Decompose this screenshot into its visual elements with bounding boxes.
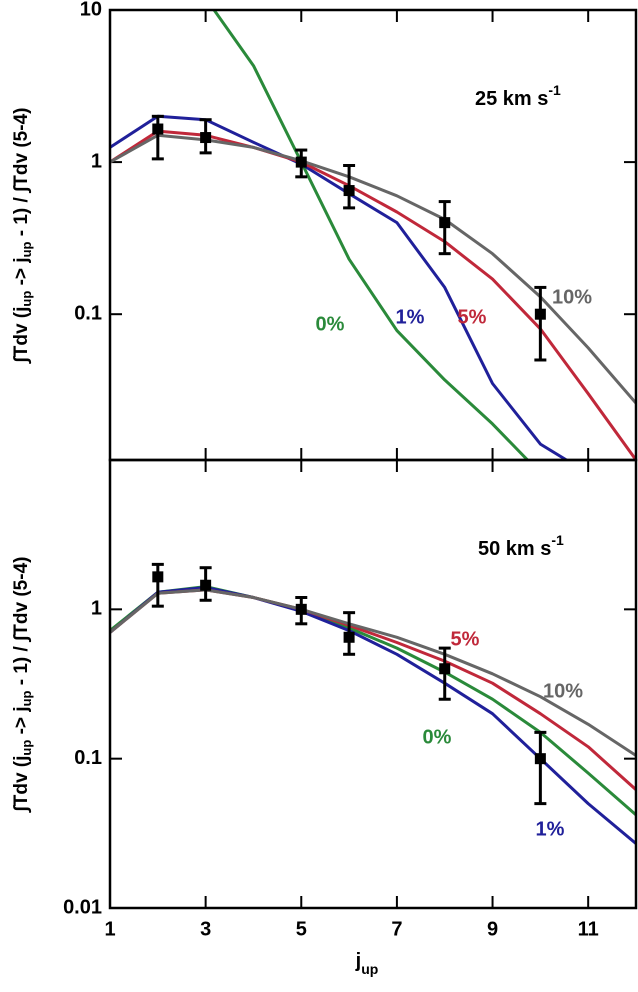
series-line — [212, 10, 530, 460]
series-label: 5% — [458, 306, 487, 328]
data-point — [534, 308, 546, 320]
y-tick-label: 1 — [91, 598, 102, 620]
y-axis-label-part: -> j — [11, 706, 32, 739]
data-point — [343, 185, 355, 197]
series-label: 0% — [316, 313, 345, 335]
annotation-sup: -1 — [548, 82, 561, 98]
data-point — [439, 663, 451, 675]
y-tick-label: 10 — [80, 0, 102, 20]
y-tick-label: 0.1 — [74, 302, 102, 324]
data-point — [200, 579, 212, 591]
series-label: 10% — [552, 286, 592, 308]
series-label: 5% — [451, 628, 480, 650]
x-axis-label: jup — [355, 950, 379, 976]
series-label: 10% — [543, 680, 583, 702]
x-tick-label: 5 — [296, 918, 307, 940]
y-axis-label-part: up — [19, 740, 34, 756]
x-tick-label: 1 — [104, 918, 115, 940]
y-axis-label-part: up — [19, 291, 34, 307]
y-axis-label-part: - 1) / ∫Tdv (5-4) — [11, 557, 32, 691]
y-tick-label: 0.01 — [63, 896, 102, 918]
x-tick-label: 11 — [578, 918, 599, 940]
series-label: 1% — [396, 306, 425, 328]
y-axis-label-part: up — [19, 241, 34, 257]
y-axis-label: ∫Tdv (jup -> jup - 1) / ∫Tdv (5-4) — [11, 108, 34, 365]
annotation: 50 km s-1 — [478, 532, 564, 561]
series-line — [110, 129, 636, 460]
y-axis-label-part: up — [19, 690, 34, 706]
data-point — [343, 631, 355, 643]
annotation-text: 50 km s — [478, 538, 551, 560]
annotation-text: 25 km s — [475, 88, 548, 110]
plot-area — [110, 585, 636, 845]
data-point — [200, 132, 212, 144]
panel-frame — [108, 458, 638, 910]
x-axis-label-part: up — [361, 961, 378, 977]
annotation-sup: -1 — [551, 532, 564, 548]
data-point — [152, 123, 164, 135]
x-tick-label: 7 — [391, 918, 402, 940]
y-axis-label: ∫Tdv (jup -> jup - 1) / ∫Tdv (5-4) — [11, 557, 34, 814]
x-axis-label-part: j — [355, 950, 362, 972]
y-tick-label: 0.1 — [74, 747, 102, 769]
data-point — [295, 603, 307, 615]
panel-frame — [108, 8, 638, 462]
x-tick-label: 9 — [487, 918, 498, 940]
series-line — [110, 586, 636, 845]
series-label: 1% — [536, 818, 565, 840]
series-line — [110, 133, 636, 405]
y-axis-label-part: ∫Tdv (j — [11, 756, 32, 814]
x-tick-label: 3 — [200, 918, 211, 940]
y-axis-label-part: -> j — [11, 257, 32, 290]
data-point — [439, 217, 451, 229]
y-tick-label: 1 — [91, 150, 102, 172]
y-axis-label-part: ∫Tdv (j — [11, 307, 32, 365]
series-line — [110, 588, 636, 757]
series-label: 0% — [423, 726, 452, 748]
plot-area — [110, 10, 636, 460]
data-point — [152, 571, 164, 583]
y-axis-label-part: - 1) / ∫Tdv (5-4) — [11, 108, 32, 242]
data-point — [295, 156, 307, 168]
annotation: 25 km s-1 — [475, 82, 561, 111]
data-point — [534, 753, 546, 765]
